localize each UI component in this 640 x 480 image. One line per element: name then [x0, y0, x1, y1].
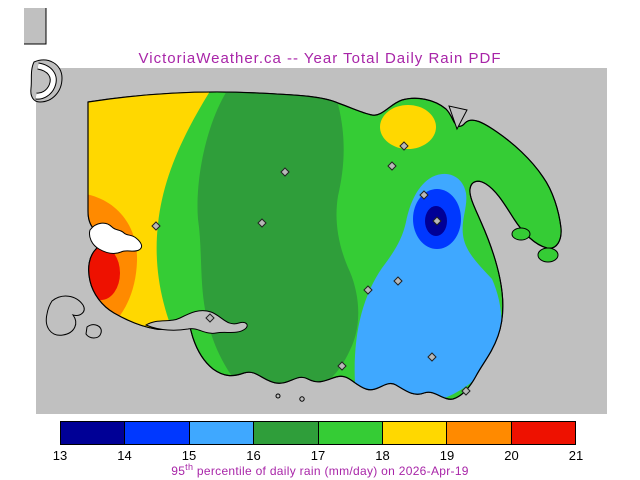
gorge-waterway: [144, 310, 248, 334]
colorbar-cell: [381, 422, 447, 444]
island-east-2: [537, 247, 559, 263]
colorbar-cell: [253, 422, 318, 444]
station-marker: [205, 313, 215, 323]
station-marker: [151, 221, 161, 231]
channel-water: [35, 63, 56, 99]
colorbar-cell: [188, 422, 254, 444]
station-marker: [337, 361, 347, 371]
page-title: VictoriaWeather.ca -- Year Total Daily R…: [138, 50, 502, 67]
map-fragment-edge: [24, 8, 47, 45]
colorbar-tick-label: 18: [375, 448, 390, 463]
contour-band-16-17-central: [197, 92, 359, 393]
colorbar-cell: [446, 422, 511, 444]
station-marker: [393, 276, 403, 286]
colorbar-tick-label: 14: [117, 448, 132, 463]
coast-notch-bay: [448, 105, 468, 131]
colorbar-cells: [60, 421, 576, 445]
caption-prefix: 95: [171, 464, 186, 478]
islet-south-1: [299, 396, 305, 402]
station-marker: [427, 352, 437, 362]
caption-superscript: th: [185, 462, 194, 472]
colorbar-tick-label: 16: [246, 448, 261, 463]
colorbar-cell: [61, 422, 125, 444]
station-marker: [387, 161, 397, 171]
caption: 95th percentile of daily rain (mm/day) o…: [0, 462, 640, 478]
station-marker: [461, 386, 471, 396]
colorbar-tick-labels: 13 14 15 16 17 18 19 20 21: [53, 448, 583, 463]
island-east-1: [511, 227, 531, 241]
colorbar-tick-label: 19: [439, 448, 455, 463]
colorbar-cell: [317, 422, 382, 444]
station-marker: [419, 190, 429, 200]
colorbar-tick-label: 20: [504, 448, 519, 463]
colorbar-tick-label: 21: [568, 448, 584, 463]
island-southwest: [45, 295, 85, 336]
contour-band-15-16-east: [354, 173, 502, 400]
colorbar-tick-label: 13: [52, 448, 68, 463]
islet-south-2: [275, 393, 281, 399]
station-markers: [151, 141, 471, 396]
islet-southwest: [85, 324, 102, 339]
colorbar-tick-label: 15: [181, 448, 197, 463]
map-fragment-top-left: [24, 8, 46, 44]
colorbar-tick-label: 17: [310, 448, 326, 463]
harbour-inlet: [89, 222, 143, 254]
colorbar-cell: [510, 422, 575, 444]
coast-hook-fragment: [30, 59, 63, 103]
station-marker: [363, 285, 373, 295]
contour-band-18-19-north: [380, 105, 436, 149]
station-marker: [399, 141, 409, 151]
colorbar: 13 14 15 16 17 18 19 20 21: [53, 421, 583, 463]
station-marker: [257, 218, 267, 228]
station-marker: [432, 216, 442, 226]
caption-rest: percentile of daily rain (mm/day) on 202…: [193, 464, 469, 478]
colorbar-cell: [124, 422, 189, 444]
station-marker: [280, 167, 290, 177]
